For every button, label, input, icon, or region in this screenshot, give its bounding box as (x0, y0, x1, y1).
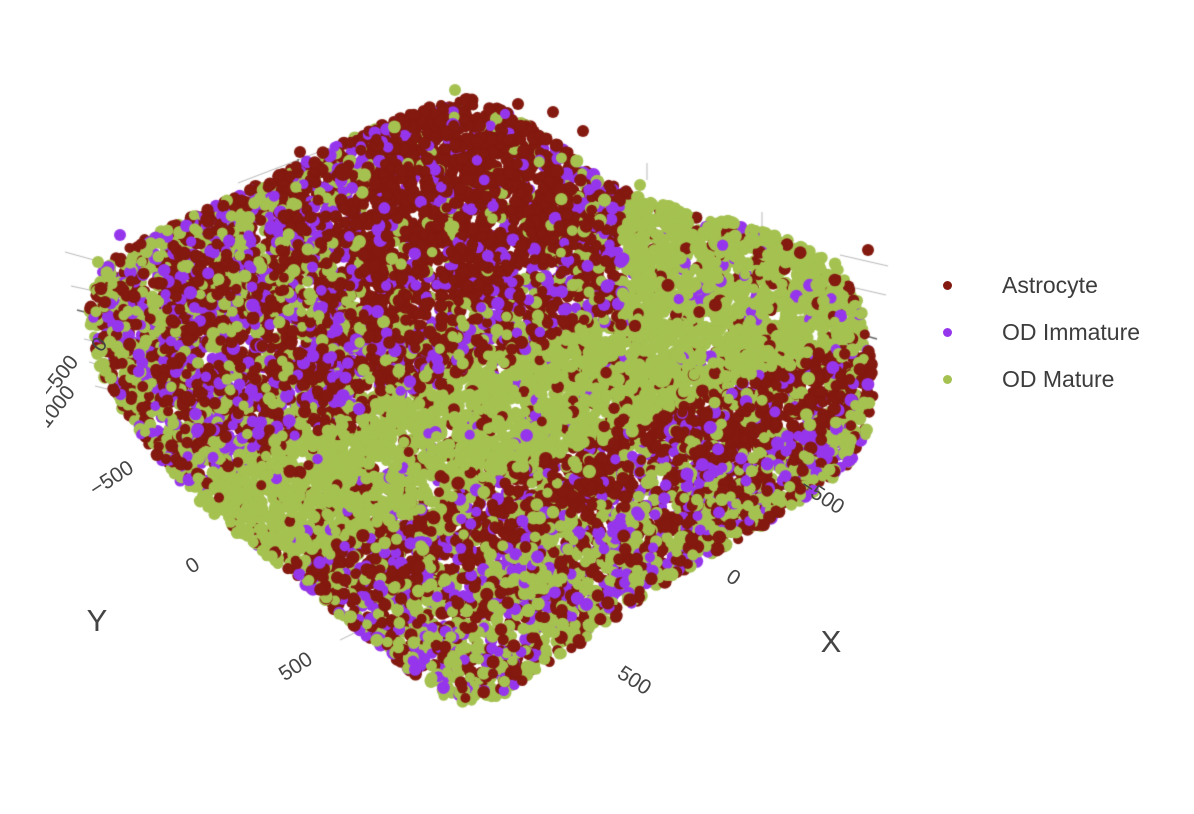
legend: Astrocyte OD Immature OD Mature (934, 262, 1140, 403)
od-mature-marker-icon (943, 375, 952, 384)
legend-item-astrocyte[interactable]: Astrocyte (934, 262, 1140, 309)
astrocyte-marker-icon (943, 281, 952, 290)
legend-label: OD Immature (1002, 319, 1141, 345)
y-axis-title: Y (86, 603, 108, 638)
legend-item-od-immature[interactable]: OD Immature (934, 309, 1140, 356)
legend-label: Astrocyte (1002, 272, 1098, 298)
legend-item-od-mature[interactable]: OD Mature (934, 356, 1140, 403)
legend-label: OD Mature (1002, 366, 1115, 392)
od-immature-marker-icon (943, 328, 952, 337)
x-axis-title: X (820, 624, 842, 659)
